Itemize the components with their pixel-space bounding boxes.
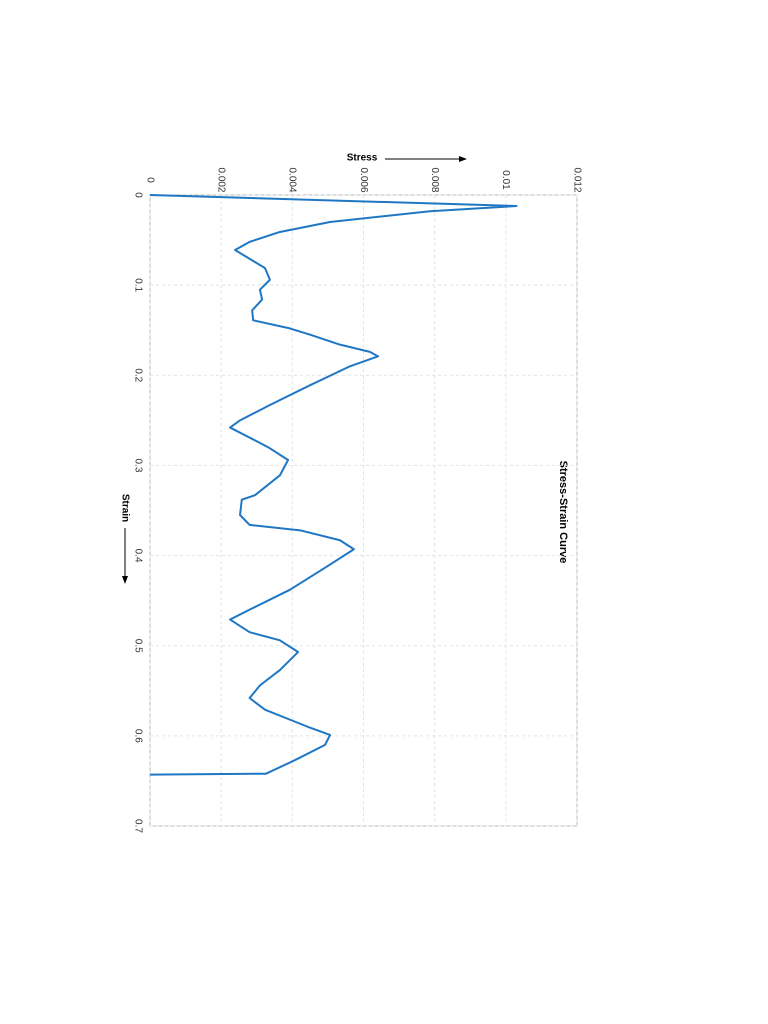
x-tick-label: 0.5 bbox=[132, 639, 143, 653]
y-tick-label: 0 bbox=[144, 177, 155, 183]
y-tick-label: 0.002 bbox=[216, 167, 227, 192]
x-tick-label: 0.7 bbox=[132, 819, 143, 833]
y-tick-label: 0.012 bbox=[571, 167, 582, 192]
y-axis-label: Stress bbox=[347, 153, 378, 164]
x-axis-label: Strain bbox=[119, 494, 130, 522]
line bbox=[149, 194, 518, 776]
x-tick-label: 0.4 bbox=[132, 549, 143, 563]
x-tick-label: 0.6 bbox=[132, 729, 143, 743]
y-tick-label: 0.004 bbox=[287, 167, 298, 192]
axis-arrow-head bbox=[122, 576, 128, 584]
x-tick-label: 0.3 bbox=[132, 458, 143, 472]
chart-title: Stress-Strain Curve bbox=[557, 461, 569, 564]
y-tick-label: 0.01 bbox=[500, 170, 511, 190]
x-tick-label: 0 bbox=[132, 192, 143, 198]
x-tick-label: 0.2 bbox=[132, 368, 143, 382]
x-tick-label: 0.1 bbox=[132, 278, 143, 292]
axis-arrow-head bbox=[459, 156, 467, 162]
y-tick-label: 0.008 bbox=[429, 167, 440, 192]
y-tick-label: 0.006 bbox=[358, 167, 369, 192]
